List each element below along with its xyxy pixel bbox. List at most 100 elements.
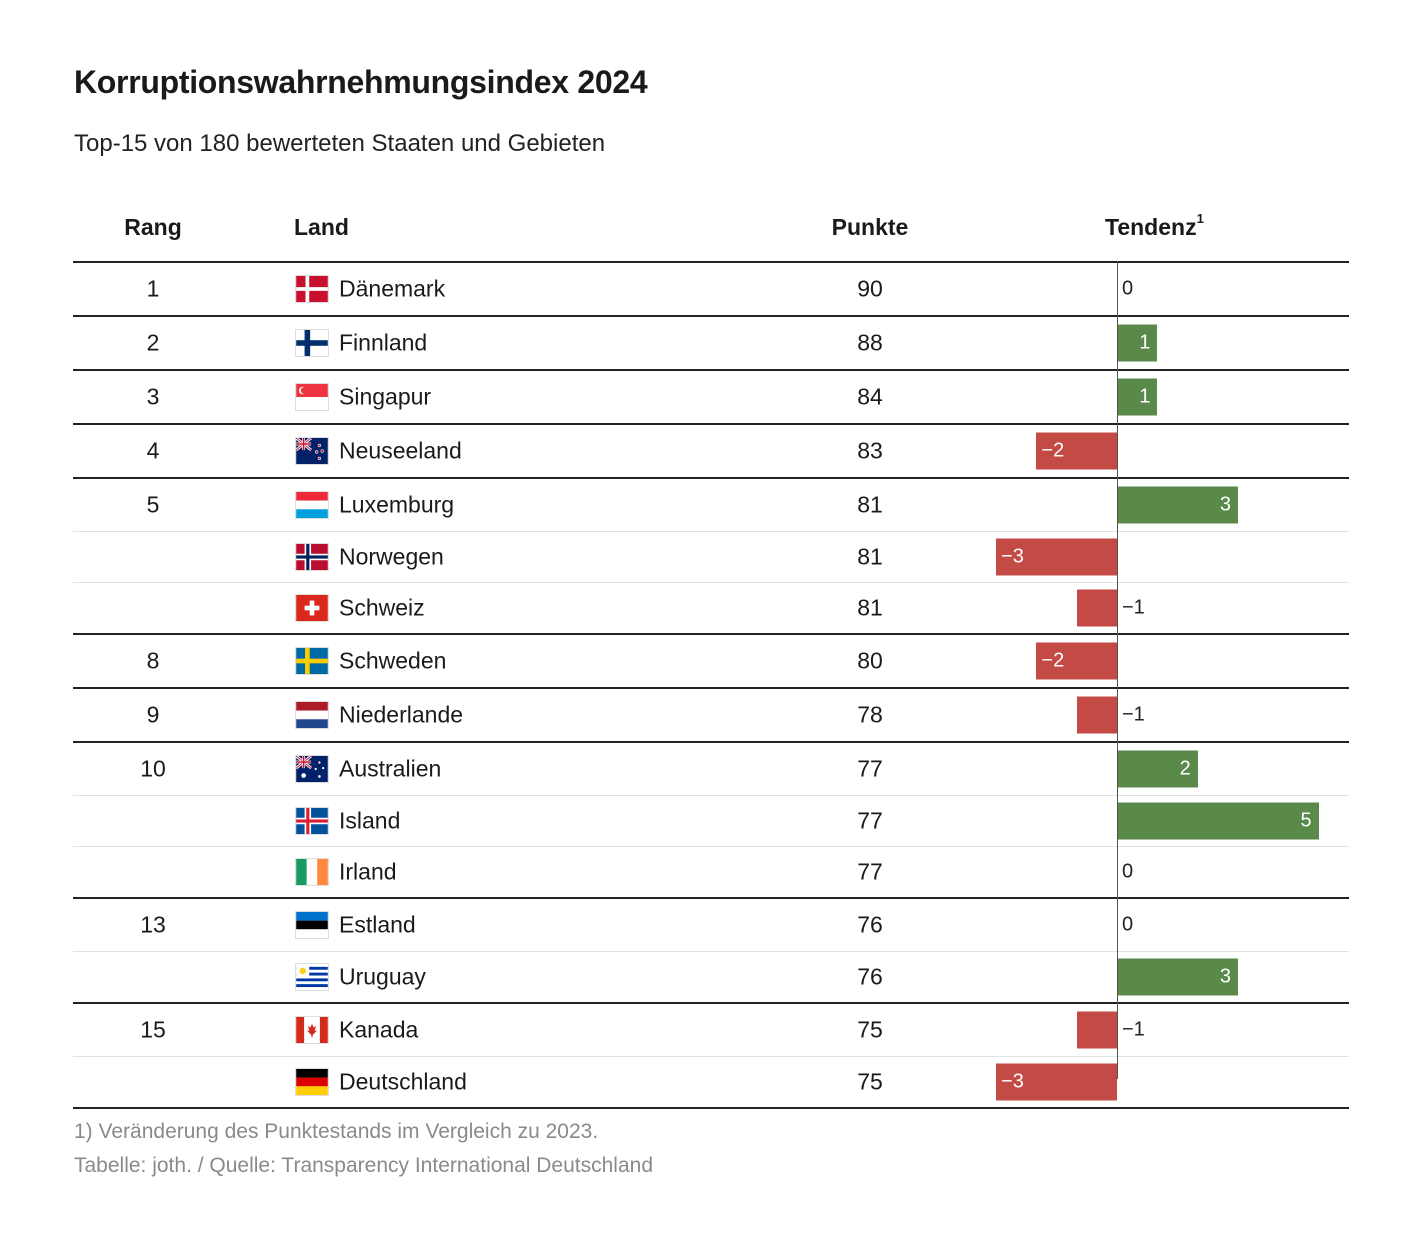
header-land: Land: [294, 214, 349, 240]
table-header: Rang Land Punkte Tendenz1: [73, 200, 1349, 263]
tendency-cell: 3: [917, 479, 1317, 531]
source-note: Tabelle: joth. / Quelle: Transparency In…: [74, 1154, 654, 1177]
tendency-value-label: −3: [1001, 1070, 1024, 1093]
rank-cell: 13: [140, 911, 166, 938]
tendency-value-label: 5: [1300, 809, 1312, 832]
country-cell: Kanada: [339, 1016, 419, 1043]
country-cell: Australien: [339, 755, 442, 782]
country-cell: Luxemburg: [339, 491, 455, 518]
country-cell: Schweden: [339, 647, 447, 674]
flag-canada-icon: [295, 1016, 329, 1044]
rank-cell: 8: [146, 647, 160, 674]
rank-cell: 9: [146, 701, 160, 728]
rank-cell: 3: [146, 383, 160, 410]
tendency-value-label: −1: [1122, 596, 1145, 619]
tendency-value-label: 0: [1122, 913, 1134, 936]
header-tendency-label: Tendenz: [1105, 214, 1197, 240]
country-cell: Dänemark: [339, 275, 446, 302]
header-tendency: Tendenz1: [1105, 211, 1204, 241]
tendency-value-label: 0: [1122, 860, 1134, 883]
tendency-value-label: 2: [1179, 757, 1191, 780]
chart-subtitle: Top-15 von 180 bewerteten Staaten und Ge…: [74, 130, 606, 157]
table-row: 3 Singapur 84 1: [73, 371, 1349, 425]
flag-new-zealand-icon: [295, 437, 329, 465]
tendency-cell: −1: [917, 689, 1317, 741]
points-cell: 75: [857, 1068, 883, 1095]
country-cell: Uruguay: [339, 963, 426, 990]
flag-switzerland-icon: [295, 594, 329, 622]
country-cell: Singapur: [339, 383, 432, 410]
tendency-cell: 1: [917, 371, 1317, 423]
flag-germany-icon: [295, 1068, 329, 1096]
tendency-value-label: 1: [1139, 385, 1151, 408]
table-body: 1 Dänemark 90 0 2 Finnland 88 1 3 Singapur 84 1 4 Neu…: [73, 263, 1349, 1109]
flag-norway-icon: [295, 543, 329, 571]
points-cell: 77: [857, 858, 883, 885]
flag-sweden-icon: [295, 647, 329, 675]
tendency-cell: −2: [917, 425, 1317, 477]
tendency-value-label: −1: [1122, 703, 1145, 726]
tendency-bar-negative: [1036, 642, 1117, 680]
table-row: Island 77 5: [73, 796, 1349, 847]
points-cell: 81: [857, 491, 883, 518]
points-cell: 81: [857, 543, 883, 570]
tendency-value-label: −2: [1041, 649, 1065, 672]
tendency-bar-positive: [1117, 324, 1158, 362]
table-row: Schweiz 81 −1: [73, 583, 1349, 635]
country-cell: Irland: [339, 858, 397, 885]
footnote: 1) Veränderung des Punktestands im Vergl…: [74, 1120, 599, 1143]
table-row: 13 Estland 76 0: [73, 899, 1349, 952]
table-row: Deutschland 75 −3: [73, 1057, 1349, 1109]
tendency-bar-negative: [996, 1063, 1117, 1101]
chart-title: Korruptionswahrnehmungsindex 2024: [74, 64, 648, 100]
country-cell: Niederlande: [339, 701, 464, 728]
tendency-bar-positive: [1117, 958, 1238, 996]
tendency-bar-negative: [1076, 1011, 1117, 1049]
tendency-value-label: −1: [1122, 1018, 1145, 1041]
table-row: Irland 77 0: [73, 847, 1349, 899]
flag-australia-icon: [295, 755, 329, 783]
points-cell: 90: [857, 275, 883, 302]
tendency-value-label: 3: [1219, 965, 1232, 988]
tendency-cell: 1: [917, 317, 1317, 369]
country-cell: Neuseeland: [339, 437, 462, 464]
tendency-cell: −2: [917, 635, 1317, 687]
country-cell: Finnland: [339, 329, 428, 356]
table-row: 8 Schweden 80 −2: [73, 635, 1349, 689]
tendency-value-label: −3: [1001, 545, 1024, 568]
rank-cell: 2: [146, 329, 160, 356]
tendency-cell: 5: [917, 796, 1319, 846]
tendency-bar-negative: [996, 538, 1117, 576]
header-points: Punkte: [831, 214, 909, 240]
tendency-bar-negative: [1076, 589, 1117, 627]
table-row: 9 Niederlande 78 −1: [73, 689, 1349, 743]
table-row: 5 Luxemburg 81 3: [73, 479, 1349, 532]
points-cell: 76: [857, 911, 883, 938]
flag-luxembourg-icon: [295, 491, 329, 519]
tendency-cell: −1: [917, 1004, 1317, 1056]
flag-netherlands-icon: [295, 701, 329, 729]
tendency-zero-axis: [1117, 261, 1118, 1079]
table-row: 4 Neuseeland 83 −2: [73, 425, 1349, 479]
points-cell: 83: [857, 437, 883, 464]
table-row: 15 Kanada 75 −1: [73, 1004, 1349, 1057]
table-row: Uruguay 76 3: [73, 952, 1349, 1004]
table-row: 10 Australien 77 2: [73, 743, 1349, 796]
tendency-cell: −3: [917, 1057, 1317, 1107]
rank-cell: 4: [146, 437, 160, 464]
points-cell: 81: [857, 594, 883, 621]
points-cell: 77: [857, 807, 883, 834]
footnote-marker: 1: [1196, 211, 1204, 227]
table-row: Norwegen 81 −3: [73, 532, 1349, 583]
country-cell: Deutschland: [339, 1068, 467, 1095]
points-cell: 80: [857, 647, 883, 674]
rank-cell: 10: [140, 755, 166, 782]
ranking-table: Rang Land Punkte Tendenz1 1 Dänemark 90 0 2 F…: [73, 200, 1349, 1109]
flag-ireland-icon: [295, 858, 329, 886]
flag-denmark-icon: [295, 275, 329, 303]
tendency-cell: 0: [917, 263, 1317, 315]
table-row: 2 Finnland 88 1: [73, 317, 1349, 371]
points-cell: 88: [857, 329, 883, 356]
flag-uruguay-icon: [295, 963, 329, 991]
tendency-cell: 3: [917, 952, 1317, 1002]
